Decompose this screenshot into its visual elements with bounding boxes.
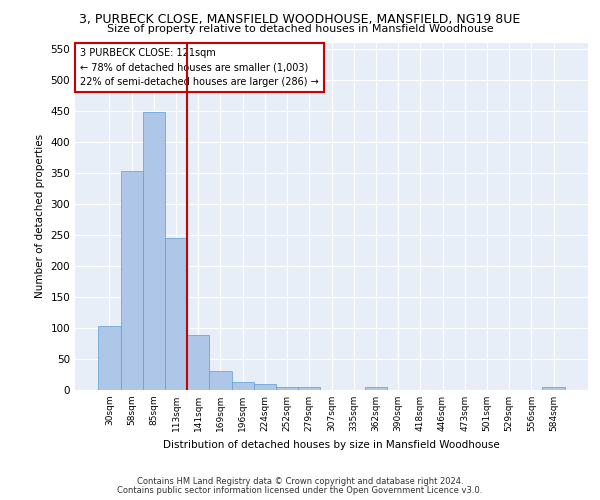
Bar	[98, 326, 121, 390]
X-axis label: Distribution of detached houses by size in Mansfield Woodhouse: Distribution of detached houses by size …	[163, 440, 500, 450]
Bar	[121, 171, 143, 390]
Bar	[232, 382, 254, 390]
Bar	[143, 112, 165, 390]
Text: 3, PURBECK CLOSE, MANSFIELD WOODHOUSE, MANSFIELD, NG19 8UE: 3, PURBECK CLOSE, MANSFIELD WOODHOUSE, M…	[79, 13, 521, 26]
Text: Size of property relative to detached houses in Mansfield Woodhouse: Size of property relative to detached ho…	[107, 24, 493, 34]
Bar	[276, 387, 298, 390]
Y-axis label: Number of detached properties: Number of detached properties	[35, 134, 45, 298]
Bar	[209, 372, 232, 390]
Bar	[542, 387, 565, 390]
Text: Contains HM Land Registry data © Crown copyright and database right 2024.: Contains HM Land Registry data © Crown c…	[137, 477, 463, 486]
Text: 3 PURBECK CLOSE: 121sqm
← 78% of detached houses are smaller (1,003)
22% of semi: 3 PURBECK CLOSE: 121sqm ← 78% of detache…	[80, 48, 319, 88]
Bar	[254, 384, 276, 390]
Bar	[165, 238, 187, 390]
Bar	[298, 387, 320, 390]
Bar	[365, 387, 387, 390]
Bar	[187, 336, 209, 390]
Text: Contains public sector information licensed under the Open Government Licence v3: Contains public sector information licen…	[118, 486, 482, 495]
